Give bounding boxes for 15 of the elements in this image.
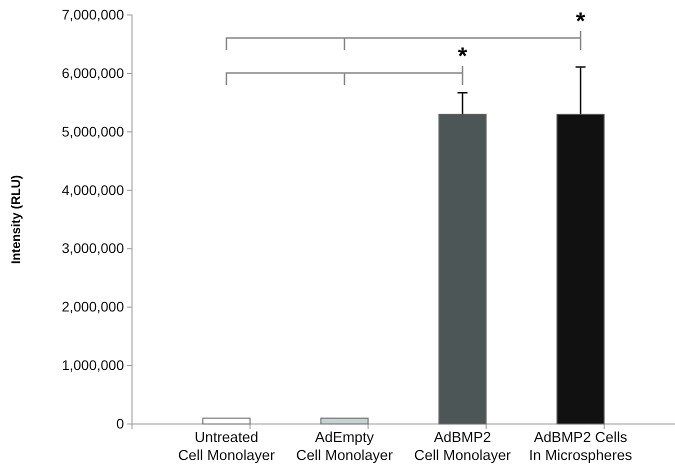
y-tick-label: 6,000,000 <box>62 64 124 81</box>
y-tick-label: 2,000,000 <box>62 298 124 315</box>
y-tick-label: 4,000,000 <box>62 182 124 198</box>
y-tick-label: 3,000,000 <box>62 240 124 256</box>
y-tick-label: 7,000,000 <box>62 6 124 22</box>
y-axis-title: Intensity (RLU) <box>9 175 23 264</box>
y-tick-label: 5,000,000 <box>62 123 124 140</box>
x-tick-label: AdEmpty Cell Monolayer <box>296 430 393 464</box>
annotation: * <box>458 43 468 70</box>
x-tick-label: AdBMP2 Cell Monolayer <box>414 430 512 464</box>
x-tick-label: AdBMP2 Cells In Microspheres <box>528 430 632 464</box>
annotation: * <box>576 8 586 35</box>
y-tick-label: 0 <box>116 415 124 432</box>
x-tick-label: Untreated Cell Monolayer <box>178 430 275 464</box>
y-tick-label: 1,000,000 <box>62 357 124 374</box>
